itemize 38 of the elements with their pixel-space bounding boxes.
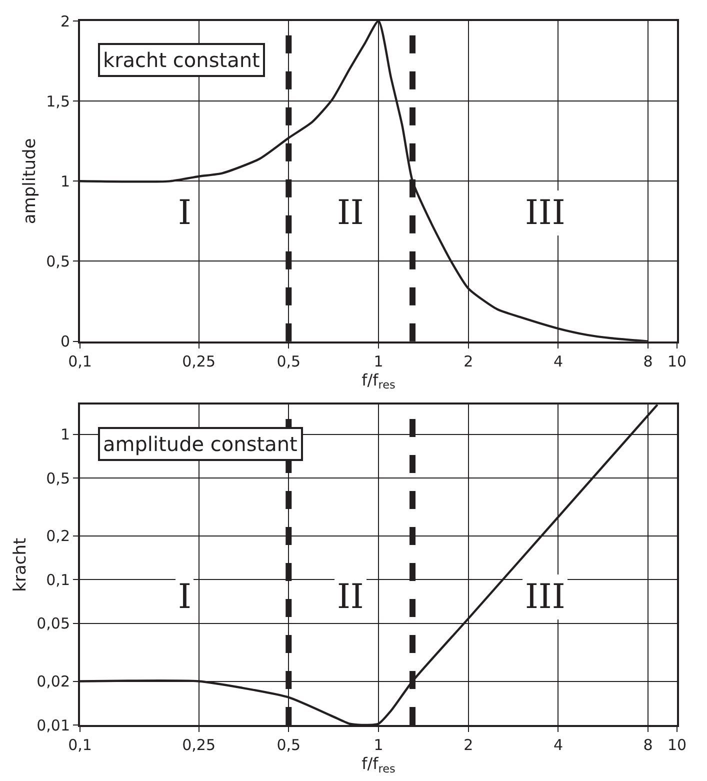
x-tick-label: 8 <box>643 352 653 370</box>
y-tick-label: 0,5 <box>46 252 70 270</box>
annotation: III <box>525 193 566 233</box>
y-tick-label: 0,1 <box>46 570 70 589</box>
x-tick-label: 0,5 <box>276 352 301 370</box>
x-tick-label: 2 <box>464 736 474 754</box>
annotation: II <box>337 193 364 233</box>
x-tick-label: 10 <box>667 352 687 370</box>
y-tick-label: 0 <box>60 332 70 351</box>
x-tick-label: 1 <box>374 352 384 370</box>
annotation: I <box>178 577 192 617</box>
y-tick-label: 0,02 <box>36 672 70 690</box>
x-tick-label: 0,5 <box>276 736 301 754</box>
annotation: I <box>178 193 192 233</box>
y-tick-label: 1,5 <box>46 92 70 110</box>
annotation: amplitude constant <box>103 432 298 456</box>
annotation: III <box>525 577 566 617</box>
x-tick-label: 10 <box>667 736 687 754</box>
x-tick-label: 4 <box>553 736 563 754</box>
x-tick-label: 8 <box>643 736 653 754</box>
y-axis-title: amplitude <box>20 138 40 224</box>
y-axis-title: kracht <box>10 537 31 592</box>
y-tick-label: 1 <box>60 172 70 190</box>
annotation: kracht constant <box>103 48 260 72</box>
y-tick-label: 1 <box>60 426 70 444</box>
y-tick-label: 0,5 <box>46 469 70 488</box>
x-tick-label: 2 <box>464 352 474 370</box>
x-axis-title: f/f$_{res}$ <box>362 754 396 776</box>
y-tick-label: 0,05 <box>36 614 70 633</box>
x-tick-label: 1 <box>374 736 384 754</box>
annotation: II <box>337 577 364 617</box>
x-tick-label: 0,25 <box>182 736 216 754</box>
x-tick-label: 0,25 <box>182 352 216 370</box>
x-tick-label: 4 <box>553 352 563 370</box>
y-tick-label: 0,2 <box>46 527 70 546</box>
y-tick-label: 0,01 <box>36 716 70 734</box>
y-tick-label: 2 <box>60 12 70 30</box>
x-axis-title: f/f$_{res}$ <box>362 370 396 392</box>
